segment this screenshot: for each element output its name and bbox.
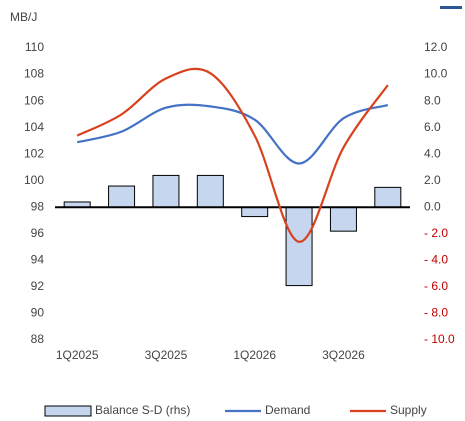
- y2-tick-label: 4.0: [424, 146, 441, 160]
- y-tick-label: 92: [31, 279, 45, 293]
- y2-tick-label: - 4.0: [424, 253, 448, 267]
- bar: [196, 174, 224, 208]
- y-tick-label: 96: [31, 226, 45, 240]
- y2-tick-label: 10.0: [424, 67, 448, 81]
- y-tick-label: 104: [24, 120, 44, 134]
- bar: [241, 206, 269, 218]
- legend-swatch: [44, 405, 92, 417]
- x-tick-label: 1Q2025: [56, 348, 99, 362]
- y2-tick-label: 0.0: [424, 199, 441, 213]
- x-tick-label: 3Q2025: [145, 348, 188, 362]
- y2-tick-label: 2.0: [424, 173, 441, 187]
- x-tick-label: 1Q2026: [233, 348, 276, 362]
- y2-tick-label: - 2.0: [424, 226, 448, 240]
- y-tick-label: 100: [24, 173, 44, 187]
- y-tick-label: 90: [31, 306, 45, 320]
- y-tick-label: 88: [31, 332, 45, 346]
- y-tick-label: 102: [24, 146, 44, 160]
- y-tick-label: 106: [24, 93, 44, 107]
- line: [76, 67, 389, 243]
- bar: [285, 206, 313, 287]
- legend-label: Supply: [390, 403, 427, 417]
- y2-tick-label: 12.0: [424, 40, 448, 54]
- corner-decoration: [440, 6, 462, 9]
- bar: [152, 174, 180, 208]
- y2-tick-label: 8.0: [424, 93, 441, 107]
- y-tick-label: 108: [24, 67, 44, 81]
- legend-label: Balance S-D (rhs): [95, 403, 190, 417]
- line: [76, 103, 389, 165]
- x-tick-label: 3Q2026: [322, 348, 365, 362]
- bar: [374, 186, 402, 208]
- y2-tick-label: - 10.0: [424, 332, 455, 346]
- y-tick-label: 98: [31, 199, 45, 213]
- bar: [108, 185, 136, 208]
- y2-tick-label: - 8.0: [424, 306, 448, 320]
- y2-tick-label: - 6.0: [424, 279, 448, 293]
- y-axis-label: MB/J: [10, 10, 37, 24]
- y-tick-label: 94: [31, 253, 45, 267]
- legend-label: Demand: [265, 403, 310, 417]
- y-tick-label: 110: [25, 40, 44, 54]
- y2-tick-label: 6.0: [424, 120, 441, 134]
- bar: [329, 206, 357, 232]
